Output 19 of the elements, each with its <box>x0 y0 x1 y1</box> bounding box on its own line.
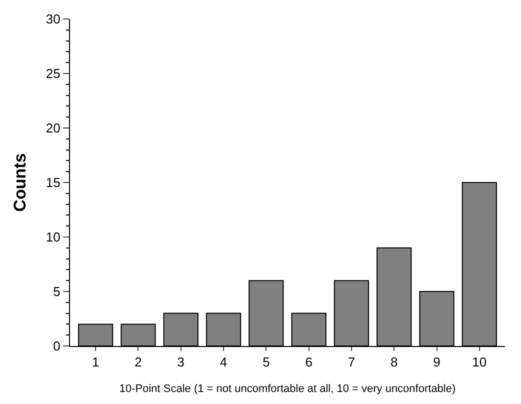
y-tick-label: 10 <box>46 230 60 245</box>
y-axis-title: Counts <box>10 153 30 212</box>
x-axis-title: 10-Point Scale (1 = not uncomfortable at all, 10 = very unconfortable) <box>119 382 456 395</box>
x-tick-label: 10 <box>472 354 487 370</box>
x-tick-label: 9 <box>433 354 440 370</box>
x-tick-label: 5 <box>262 354 270 370</box>
y-tick-label: 0 <box>53 338 60 354</box>
y-tick-label: 30 <box>46 12 60 27</box>
x-tick-label: 1 <box>92 354 100 370</box>
x-tick-label: 6 <box>305 354 312 370</box>
x-tick-label: 7 <box>348 354 356 370</box>
x-tick-label: 3 <box>177 354 184 370</box>
y-tick-label: 5 <box>53 284 60 300</box>
y-tick-label: 20 <box>46 120 60 136</box>
x-tick-label: 4 <box>220 354 228 370</box>
x-tick-label: 8 <box>390 354 398 370</box>
x-tick-label: 2 <box>134 354 142 370</box>
y-tick-label: 15 <box>46 175 60 190</box>
y-tick-label: 25 <box>46 66 60 82</box>
